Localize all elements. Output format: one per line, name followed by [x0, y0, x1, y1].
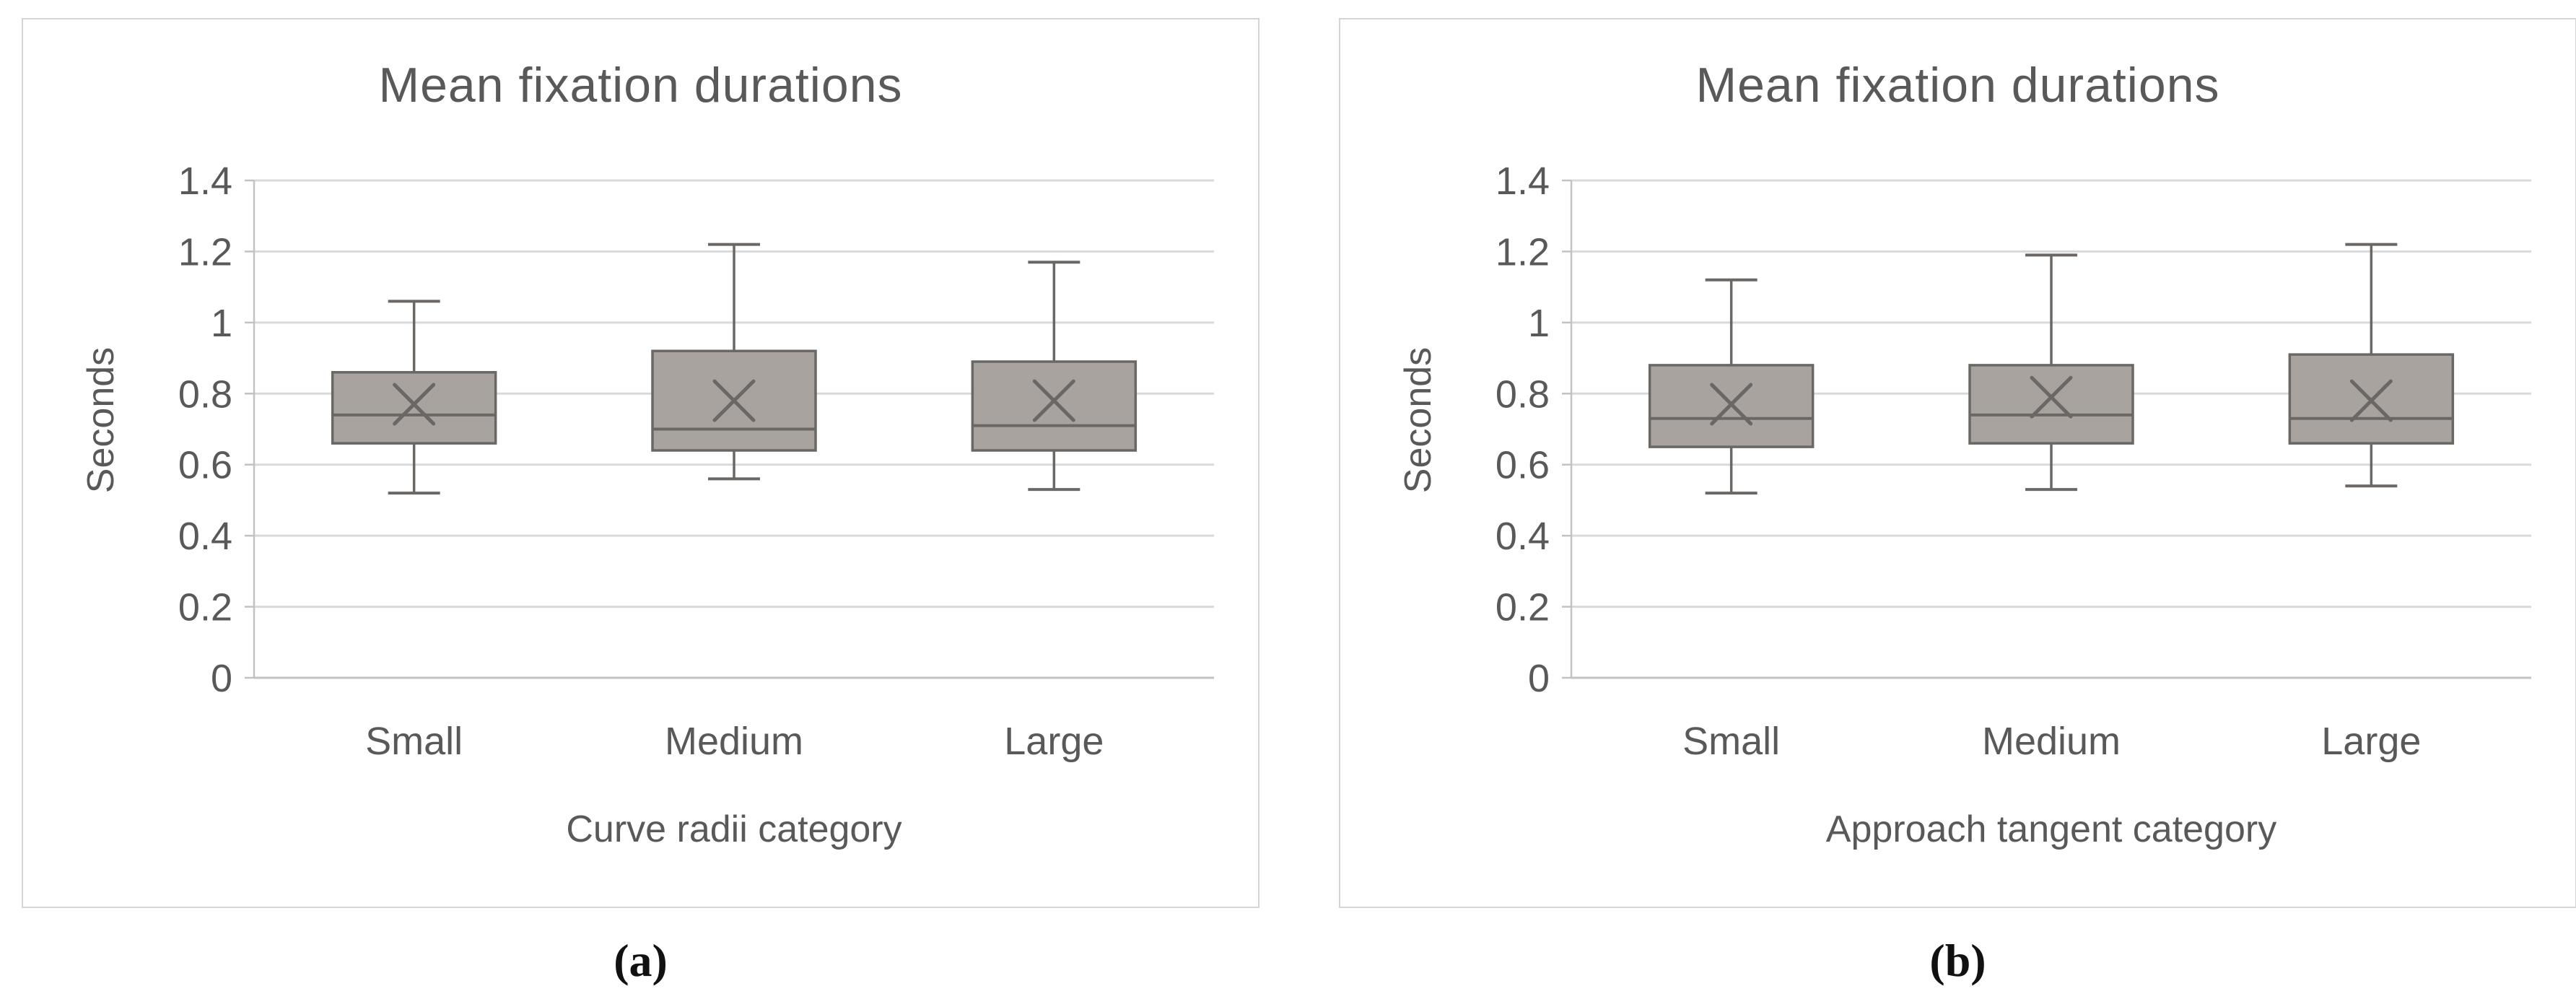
figure-column-a: Mean fixation durations 0 0.2 0.4 0.6 0.8 1 1.…: [22, 18, 1259, 999]
boxplot-chart-b: 0 0.2 0.4 0.6 0.8 1 1.2 1.4 Small Medium Large: [1496, 160, 2531, 763]
chart-panel-b: Mean fixation durations 0 0.2 0.4 0.6 0.8 1 1.…: [1339, 18, 2576, 908]
figure-column-b: Mean fixation durations 0 0.2 0.4 0.6 0.8 1 1.…: [1339, 18, 2576, 999]
subfigure-caption-a: (a): [614, 935, 668, 986]
y-tick-label: 1.2: [1496, 230, 1550, 274]
mean-x-marker: [2349, 379, 2393, 422]
iqr-box: [331, 371, 497, 445]
mean-x-marker: [2030, 375, 2073, 419]
y-tick-label: 0.4: [178, 515, 232, 558]
y-tick-label: 1.4: [178, 160, 232, 203]
boxplot-chart-a: 0 0.2 0.4 0.6 0.8 1 1.2 1.4 Small Medium Large: [178, 160, 1214, 763]
iqr-box: [971, 360, 1138, 452]
y-tick-label: 1.2: [178, 230, 232, 274]
x-category-label: Small: [1682, 720, 1780, 763]
y-tick-label: 0.8: [1496, 372, 1550, 416]
iqr-box: [1968, 364, 2134, 445]
x-category-label: Large: [1004, 720, 1104, 763]
x-category-label: Small: [365, 720, 463, 763]
y-tick-label: 1: [1528, 302, 1550, 345]
chart-title-a: Mean fixation durations: [378, 58, 903, 113]
y-axis-title-b: Seconds: [1397, 346, 1439, 494]
y-tick-label: 1.4: [1496, 160, 1550, 203]
chart-panel-a: Mean fixation durations 0 0.2 0.4 0.6 0.8 1 1.…: [22, 18, 1259, 908]
y-tick-label: 0: [1528, 657, 1550, 700]
x-category-label: Medium: [1982, 720, 2121, 763]
mean-x-marker: [1032, 379, 1075, 422]
y-tick-label: 1: [211, 302, 232, 345]
y-tick-label: 0.2: [1496, 586, 1550, 629]
x-axis-title-b: Approach tangent category: [1825, 808, 2277, 850]
subfigure-caption-b: (b): [1929, 935, 1986, 986]
mean-x-marker: [393, 383, 436, 426]
x-category-label: Large: [2321, 720, 2421, 763]
mean-x-marker: [1710, 383, 1753, 426]
y-tick-label: 0: [211, 657, 232, 700]
chart-title-b: Mean fixation durations: [1695, 58, 2220, 113]
y-tick-label: 0.2: [178, 586, 232, 629]
y-tick-label: 0.6: [1496, 444, 1550, 487]
x-category-label: Medium: [665, 720, 803, 763]
y-tick-label: 0.6: [178, 444, 232, 487]
mean-x-marker: [712, 379, 756, 422]
y-tick-label: 0.8: [178, 372, 232, 416]
y-axis-title-a: Seconds: [80, 346, 122, 494]
x-axis-title-a: Curve radii category: [566, 808, 902, 850]
y-tick-label: 0.4: [1496, 515, 1550, 558]
